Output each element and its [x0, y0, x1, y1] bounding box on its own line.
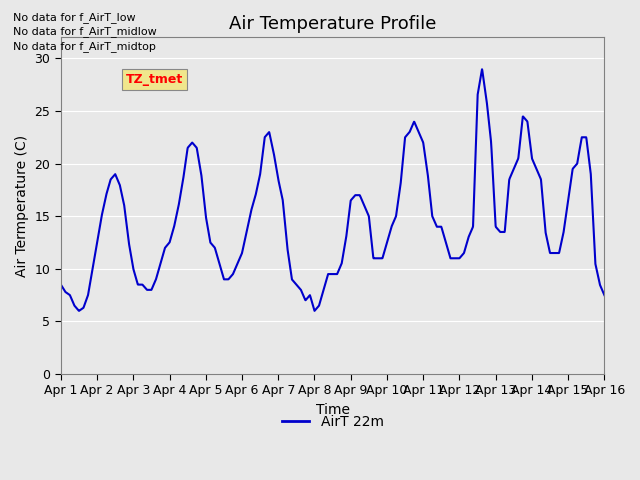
Text: No data for f_AirT_low: No data for f_AirT_low — [13, 12, 136, 23]
Title: Air Temperature Profile: Air Temperature Profile — [229, 15, 436, 33]
X-axis label: Time: Time — [316, 403, 349, 417]
Y-axis label: Air Termperature (C): Air Termperature (C) — [15, 134, 29, 277]
Text: No data for f_AirT_midtop: No data for f_AirT_midtop — [13, 41, 156, 52]
Legend: AirT 22m: AirT 22m — [276, 409, 389, 434]
Text: TZ_tmet: TZ_tmet — [126, 73, 183, 86]
Text: No data for f_AirT_midlow: No data for f_AirT_midlow — [13, 26, 157, 37]
